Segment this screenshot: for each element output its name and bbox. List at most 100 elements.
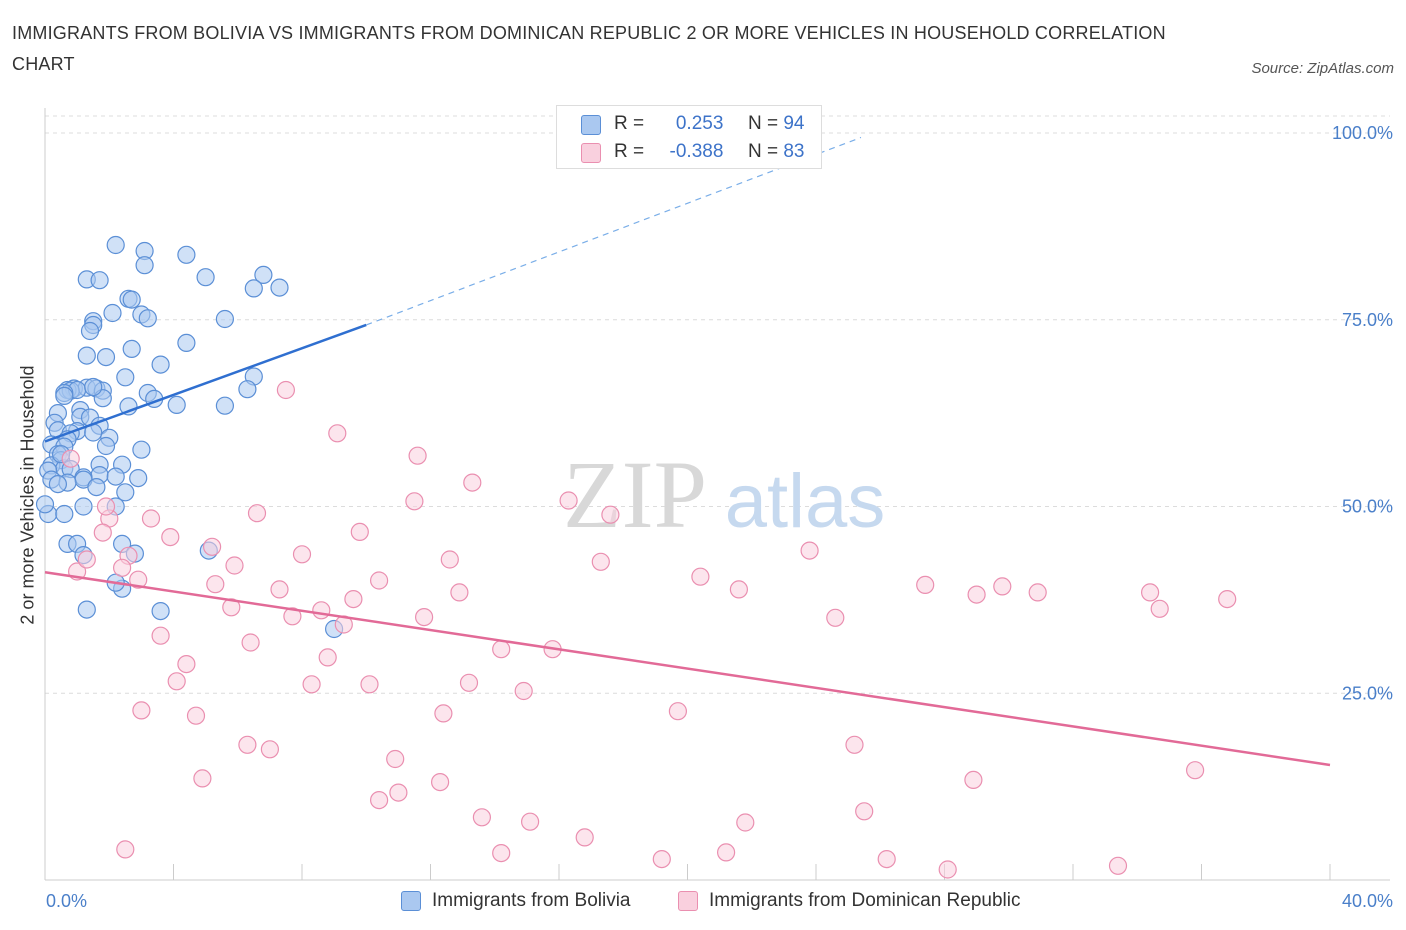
- data-point-dominican: [141, 509, 161, 528]
- chart-source: Source: ZipAtlas.com: [1251, 60, 1394, 77]
- data-point-dominican: [360, 675, 379, 694]
- data-point-dominican: [206, 575, 225, 594]
- data-point-dominican: [601, 505, 620, 524]
- data-point-dominican: [993, 577, 1012, 596]
- data-point-bolivia: [35, 495, 55, 514]
- data-point-bolivia: [270, 278, 289, 297]
- data-point-dominican: [225, 556, 244, 575]
- data-point-dominican: [370, 571, 389, 590]
- data-point-dominican: [520, 812, 540, 831]
- axes: [44, 108, 1390, 881]
- data-point-dominican: [668, 702, 688, 721]
- data-point-dominican: [492, 843, 511, 863]
- data-point-dominican: [389, 783, 408, 802]
- watermark: ZIP atlas: [563, 441, 885, 548]
- data-point-dominican: [434, 704, 453, 723]
- data-point-bolivia: [122, 290, 141, 309]
- data-point-dominican: [845, 735, 864, 754]
- data-point-bolivia: [116, 368, 135, 387]
- data-point-dominican: [328, 424, 347, 443]
- data-point-dominican: [967, 585, 986, 604]
- trend-line-dominican: [44, 570, 1331, 767]
- legend-swatch-dominican: [678, 891, 698, 911]
- data-point-dominican: [276, 380, 295, 400]
- data-point-dominican: [132, 701, 151, 720]
- data-point-dominican: [652, 849, 671, 869]
- data-point-dominican: [370, 790, 389, 810]
- data-point-dominican: [222, 598, 241, 617]
- data-point-bolivia: [151, 601, 170, 621]
- data-point-bolivia: [90, 271, 109, 290]
- x-tick-label: 40.0%: [1342, 891, 1393, 911]
- data-point-dominican: [877, 849, 896, 869]
- data-point-dominican: [350, 522, 369, 542]
- data-point-dominican: [736, 813, 755, 832]
- data-point-dominican: [203, 537, 222, 556]
- data-point-bolivia: [84, 377, 103, 397]
- data-point-dominican: [241, 633, 260, 652]
- data-point-dominican: [151, 626, 170, 645]
- data-point-bolivia: [138, 309, 157, 328]
- data-point-bolivia: [55, 386, 74, 405]
- data-point-dominican: [186, 706, 206, 725]
- data-point-bolivia: [106, 467, 125, 486]
- data-points: [35, 235, 1237, 879]
- data-point-dominican: [312, 601, 331, 620]
- data-point-dominican: [129, 570, 148, 589]
- trend-line-bolivia: [44, 323, 367, 443]
- data-point-dominican: [800, 541, 819, 560]
- data-point-dominican: [112, 558, 132, 577]
- data-point-bolivia: [55, 504, 74, 524]
- data-point-bolivia: [244, 279, 263, 298]
- watermark-zip: ZIP: [563, 441, 707, 548]
- data-point-bolivia: [96, 436, 116, 456]
- data-point-dominican: [492, 640, 511, 659]
- data-point-bolivia: [116, 483, 135, 502]
- data-point-bolivia: [129, 469, 148, 488]
- data-point-bolivia: [77, 346, 96, 365]
- grid-lines: [45, 115, 1390, 694]
- r-label: R =: [614, 141, 645, 162]
- data-point-dominican: [270, 580, 289, 599]
- data-point-bolivia: [48, 475, 68, 494]
- data-point-dominican: [61, 449, 80, 468]
- data-point-dominican: [161, 527, 180, 547]
- data-point-dominican: [177, 654, 196, 674]
- data-point-dominican: [938, 860, 957, 879]
- data-point-dominican: [292, 545, 312, 564]
- data-point-bolivia: [132, 440, 151, 459]
- data-point-dominican: [167, 672, 186, 691]
- legend-swatch-bolivia: [581, 115, 601, 135]
- y-tick-label: 50.0%: [1342, 497, 1393, 517]
- data-point-bolivia: [77, 600, 96, 619]
- data-point-dominican: [450, 583, 469, 602]
- data-point-dominican: [440, 550, 459, 569]
- data-point-dominican: [1185, 761, 1205, 780]
- data-point-bolivia: [215, 396, 234, 415]
- data-point-dominican: [1108, 856, 1128, 875]
- n-value: 94: [783, 113, 805, 134]
- data-point-dominican: [826, 608, 845, 627]
- data-point-dominican: [1218, 589, 1237, 609]
- n-label: N =: [747, 141, 779, 162]
- watermark-atlas: atlas: [725, 459, 886, 544]
- data-point-dominican: [514, 681, 533, 701]
- data-point-bolivia: [177, 333, 196, 352]
- data-point-dominican: [96, 497, 116, 516]
- tick-labels: 100.0% 75.0% 50.0% 25.0% 0.0% 40.0%: [46, 123, 1393, 911]
- n-label: N =: [747, 113, 779, 134]
- data-point-dominican: [431, 772, 450, 792]
- data-point-dominican: [238, 735, 257, 754]
- data-point-dominican: [386, 749, 405, 769]
- data-point-dominican: [415, 607, 434, 627]
- data-point-bolivia: [135, 256, 154, 275]
- data-point-dominican: [283, 607, 302, 626]
- legend-swatch-dominican: [581, 143, 601, 163]
- data-point-bolivia: [151, 355, 170, 374]
- data-point-dominican: [855, 802, 874, 821]
- data-point-dominican: [116, 840, 135, 859]
- chart-title: IMMIGRANTS FROM BOLIVIA VS IMMIGRANTS FR…: [12, 23, 1166, 74]
- data-point-dominican: [1150, 599, 1169, 618]
- r-value: -0.388: [669, 141, 724, 162]
